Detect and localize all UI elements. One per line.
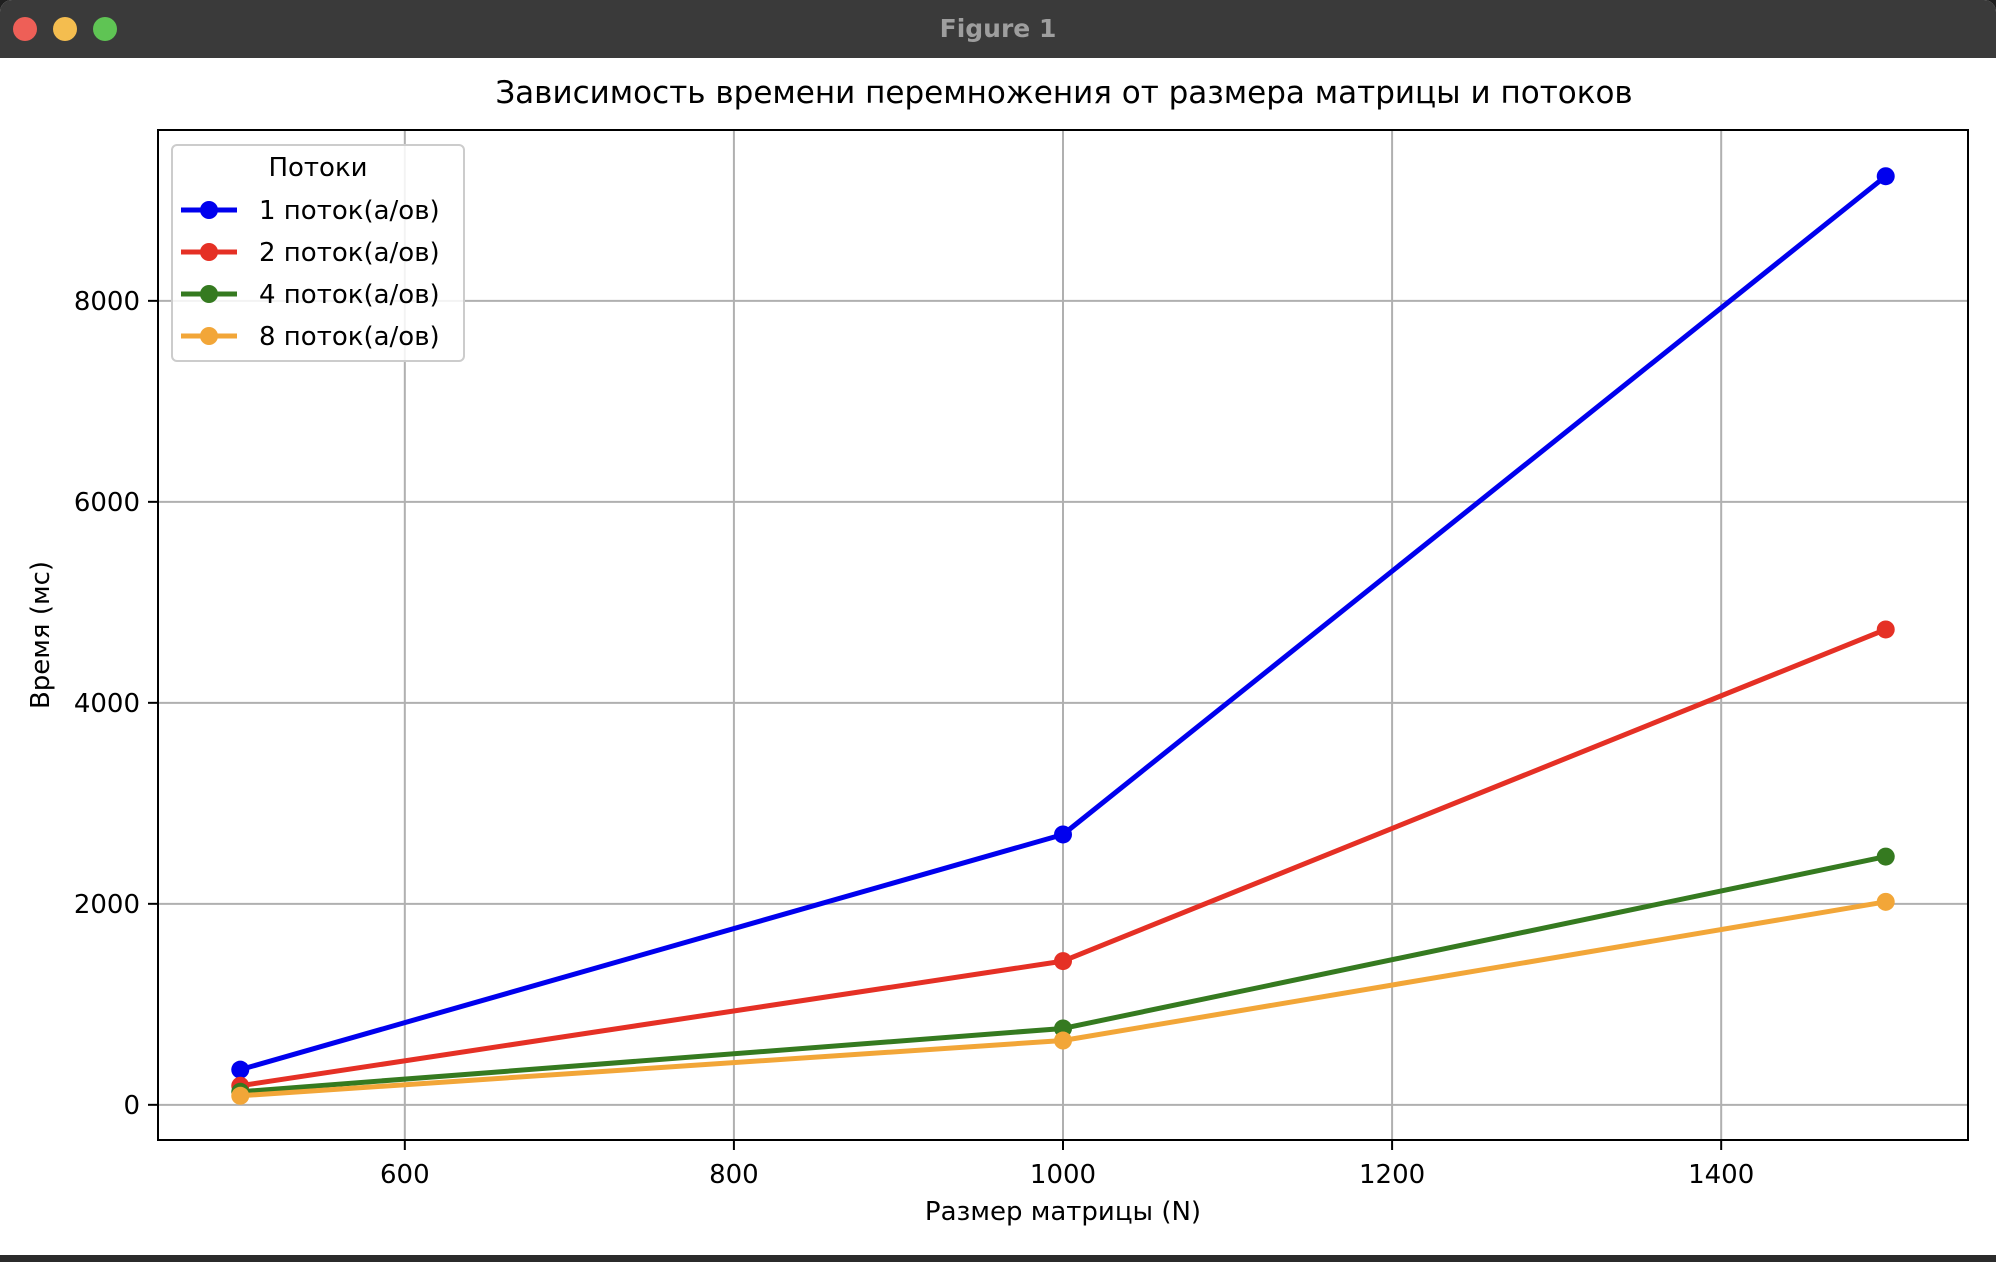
minimize-window-button[interactable] [53,17,77,41]
legend-item: 4 поток(а/ов) [181,280,440,310]
legend-label: 1 поток(а/ов) [259,196,440,226]
data-point [231,1060,250,1079]
data-point [1054,952,1072,971]
y-tick-label: 6000 [74,488,140,518]
data-point [1876,167,1895,186]
data-point [1054,825,1072,844]
y-tick-label: 2000 [74,890,140,920]
y-tick-label: 0 [123,1091,140,1121]
axis-ticks: 600 800 1000 1200 1400 0 2000 4000 6000 8000 [74,287,1754,1190]
y-tick-label: 8000 [74,287,140,317]
chart-title: Зависимость времени перемножения от разм… [495,75,1632,111]
legend-label: 2 поток(а/ов) [259,238,440,268]
legend-label: 8 поток(а/ов) [259,322,440,352]
legend-marker [200,243,218,261]
x-tick-label: 1400 [1688,1160,1754,1190]
y-axis-label: Время (мс) [26,561,56,709]
series-2 [231,620,1895,1095]
legend-item: 8 поток(а/ов) [181,322,440,352]
x-tick-label: 1200 [1359,1160,1425,1190]
legend-title: Потоки [268,153,367,183]
series-layer [231,167,1895,1105]
data-point [1054,1031,1072,1050]
plot-frame [157,129,1969,1141]
data-point [1876,620,1895,639]
figure-canvas: Зависимость времени перемножения от разм… [0,58,1996,1255]
x-tick-label: 800 [709,1160,759,1190]
legend-label: 4 поток(а/ов) [259,280,440,310]
x-axis-label: Размер матрицы (N) [925,1197,1201,1227]
y-tick-label: 4000 [74,689,140,719]
legend-marker [200,285,218,303]
title-bar: Figure 1 [0,0,1996,59]
legend-marker [200,327,218,345]
x-tick-label: 600 [380,1160,430,1190]
data-point [1876,892,1895,911]
data-point [1876,847,1895,866]
bottom-border [0,1255,1996,1262]
x-tick-label: 1000 [1030,1160,1096,1190]
legend-box [171,144,465,362]
close-window-button[interactable] [13,17,37,41]
zoom-window-button[interactable] [93,17,117,41]
legend: Потоки 1 поток(а/ов) 2 поток(а/ов) 4 поток… [171,144,465,362]
legend-item: 2 поток(а/ов) [181,238,440,268]
line-chart: Зависимость времени перемножения от разм… [26,75,1969,1227]
legend-item: 1 поток(а/ов) [181,196,440,226]
legend-marker [200,201,218,219]
data-point [231,1086,250,1105]
window-title: Figure 1 [939,14,1057,43]
series-4 [231,892,1895,1105]
series-1 [231,167,1895,1079]
